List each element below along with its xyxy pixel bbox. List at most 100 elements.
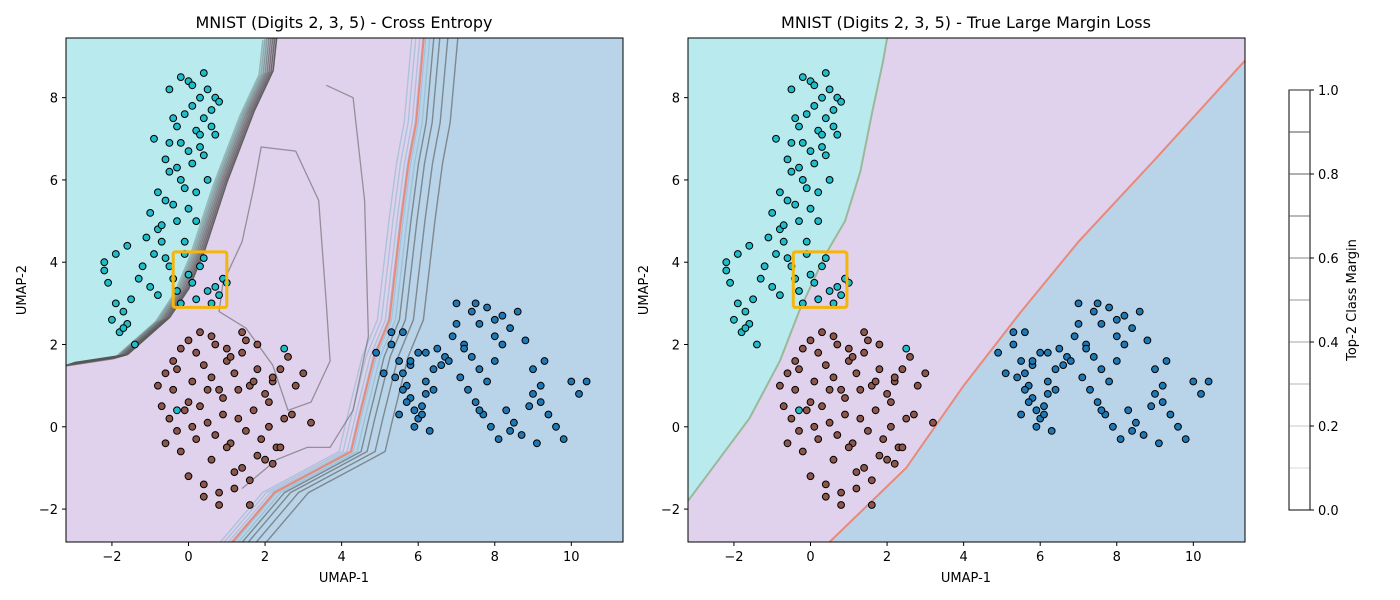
data-point — [268, 373, 277, 382]
data-point — [745, 241, 754, 250]
data-point — [760, 262, 769, 271]
data-point — [521, 336, 530, 345]
data-point — [1112, 332, 1121, 341]
data-point — [494, 435, 503, 444]
data-point — [814, 435, 823, 444]
data-point — [806, 336, 815, 345]
data-point — [184, 398, 193, 407]
data-point — [188, 278, 197, 287]
data-point — [242, 336, 250, 345]
y-tick-label: 4 — [50, 256, 58, 271]
data-point — [161, 155, 170, 164]
scatter-points — [722, 69, 1213, 509]
data-point — [199, 254, 208, 263]
data-point — [150, 134, 158, 143]
data-point — [722, 258, 731, 267]
colorbar: 0.0 0.2 0.4 0.6 0.8 1.0 Top-2 Class Margin — [1288, 84, 1360, 519]
data-point — [559, 435, 568, 444]
data-point — [802, 406, 811, 415]
data-point — [154, 291, 162, 300]
decision-boundary — [688, 38, 889, 502]
data-point — [753, 340, 761, 349]
chart-title: MNIST (Digits 2, 3, 5) - True Large Marg… — [781, 13, 1151, 32]
data-point — [176, 139, 185, 147]
colorbar-levels — [1289, 89, 1310, 511]
data-point — [467, 307, 476, 316]
data-point — [506, 427, 515, 435]
x-tick-label: 10 — [563, 550, 580, 565]
data-point — [418, 410, 426, 419]
data-point — [1059, 361, 1068, 370]
data-point — [806, 398, 815, 407]
data-point — [875, 365, 884, 374]
data-point — [180, 237, 189, 246]
data-point — [575, 390, 583, 398]
data-point — [810, 102, 819, 110]
data-point — [307, 418, 315, 427]
data-point — [234, 385, 243, 394]
x-tick-label: 6 — [414, 550, 422, 565]
data-point — [1040, 402, 1048, 411]
data-point — [871, 377, 880, 386]
data-point — [837, 385, 845, 394]
data-point — [1047, 427, 1056, 435]
data-point — [372, 348, 381, 357]
data-point — [203, 176, 212, 184]
x-axis-ticks: −2 0 2 4 6 8 10 — [102, 542, 580, 565]
data-point — [852, 484, 861, 493]
data-point — [421, 377, 430, 386]
data-point — [131, 340, 139, 349]
data-point — [291, 381, 300, 390]
data-point — [841, 410, 849, 419]
data-point — [475, 365, 484, 374]
data-point — [249, 377, 258, 386]
data-point — [814, 188, 823, 197]
data-point — [902, 344, 911, 353]
data-point — [230, 468, 239, 477]
data-point — [860, 464, 868, 472]
data-point — [219, 394, 227, 402]
data-point — [814, 295, 823, 304]
data-point — [844, 443, 853, 452]
y-axis-ticks: −2 0 2 4 6 8 — [39, 92, 66, 518]
data-point — [741, 324, 750, 333]
data-point — [1097, 365, 1106, 374]
data-point — [818, 143, 826, 151]
data-point — [188, 377, 197, 386]
data-point — [864, 336, 872, 345]
data-point — [814, 348, 823, 357]
data-point — [1143, 336, 1152, 345]
data-point — [798, 447, 807, 456]
data-point — [1055, 344, 1064, 353]
data-point — [100, 266, 109, 275]
data-point — [119, 324, 128, 333]
data-point — [471, 398, 480, 407]
data-point — [487, 422, 495, 431]
data-point — [188, 159, 197, 168]
data-point — [529, 390, 537, 398]
data-point — [425, 427, 434, 435]
data-point — [1051, 365, 1060, 374]
data-point — [825, 418, 834, 427]
data-point — [261, 390, 270, 398]
data-point — [180, 110, 189, 118]
region-blue — [829, 60, 1245, 542]
data-point — [864, 427, 872, 435]
data-point — [211, 431, 220, 439]
data-point — [173, 406, 181, 415]
data-point — [199, 151, 208, 160]
data-point — [169, 200, 178, 209]
data-point — [806, 472, 815, 481]
decision-regions — [688, 38, 1245, 542]
data-point — [280, 344, 289, 353]
data-point — [1120, 311, 1129, 320]
data-point — [1082, 344, 1090, 353]
data-point — [490, 332, 499, 341]
y-tick-label: 6 — [50, 174, 58, 189]
data-point — [176, 447, 185, 456]
data-point — [165, 85, 174, 94]
data-point — [222, 344, 231, 353]
data-point — [452, 320, 461, 328]
data-point — [207, 373, 216, 382]
data-point — [821, 492, 830, 501]
